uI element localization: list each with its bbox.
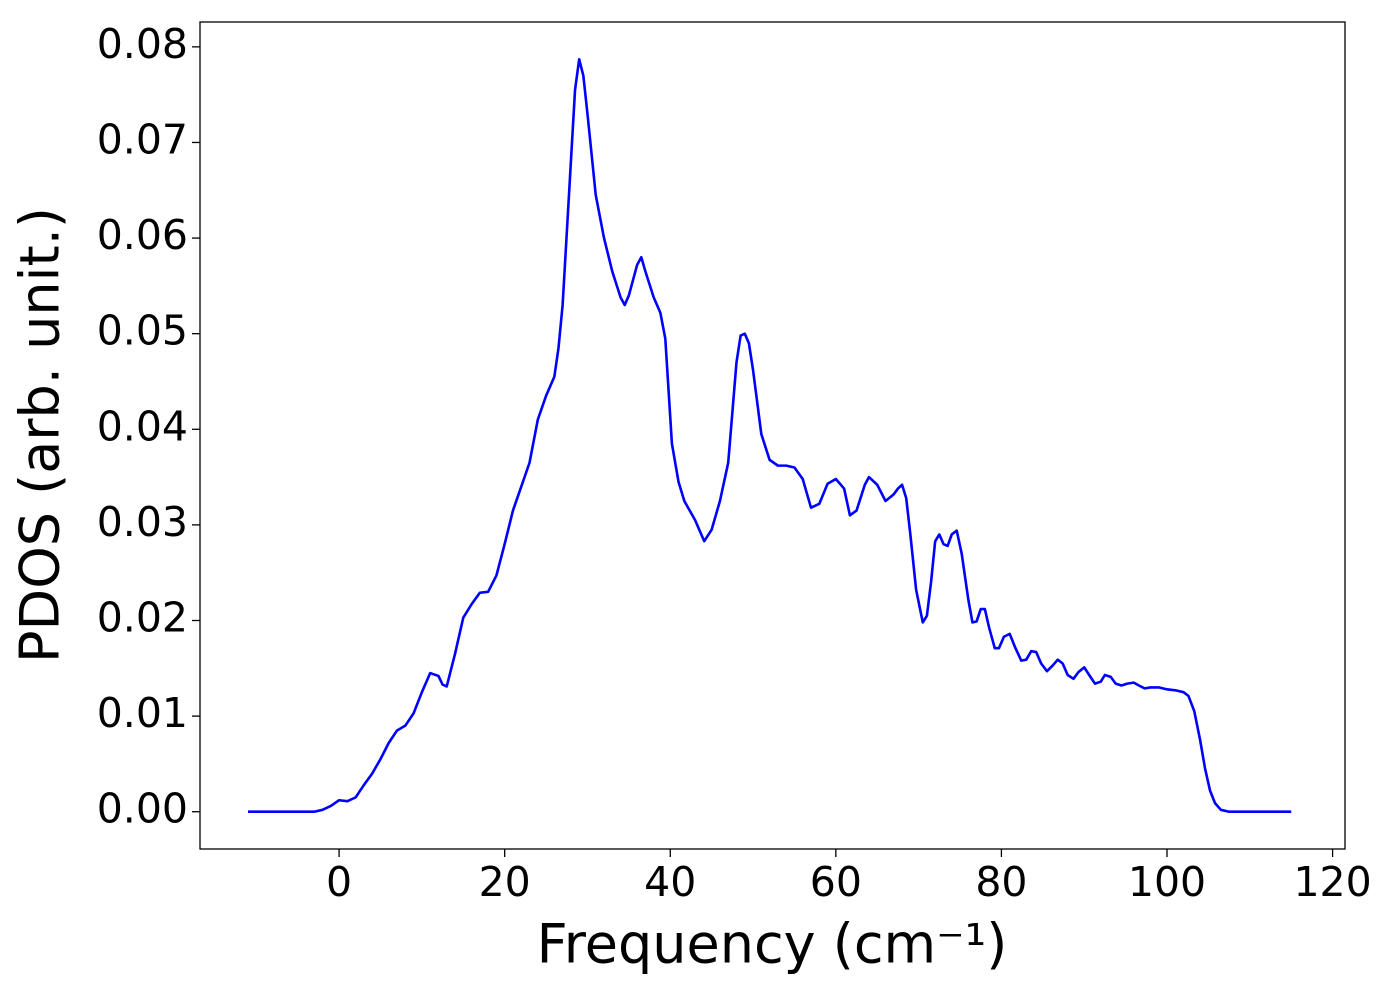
pdos-line [248,57,1292,814]
y-axis-label: PDOS (arb. unit.) [9,207,72,663]
x-tick-label: 80 [975,858,1027,906]
y-tick-label: 0.04 [97,402,188,450]
x-tick-label: 100 [1128,858,1206,906]
y-tick-label: 0.06 [97,211,188,259]
x-tick-label: 20 [479,858,531,906]
y-tick-label: 0.02 [97,593,188,641]
x-tick-label: 40 [644,858,696,906]
y-tick-label: 0.00 [97,785,188,833]
x-axis-label: Frequency (cm⁻¹) [537,913,1008,976]
plot-frame [199,21,1346,850]
y-tick-label: 0.08 [97,20,188,68]
y-tick-label: 0.05 [97,307,188,355]
x-tick-label: 0 [326,858,352,906]
x-tick-label: 60 [810,858,862,906]
y-tick-label: 0.03 [97,498,188,546]
x-tick-label: 120 [1293,858,1371,906]
y-tick-label: 0.07 [97,115,188,163]
y-tick-label: 0.01 [97,689,188,737]
